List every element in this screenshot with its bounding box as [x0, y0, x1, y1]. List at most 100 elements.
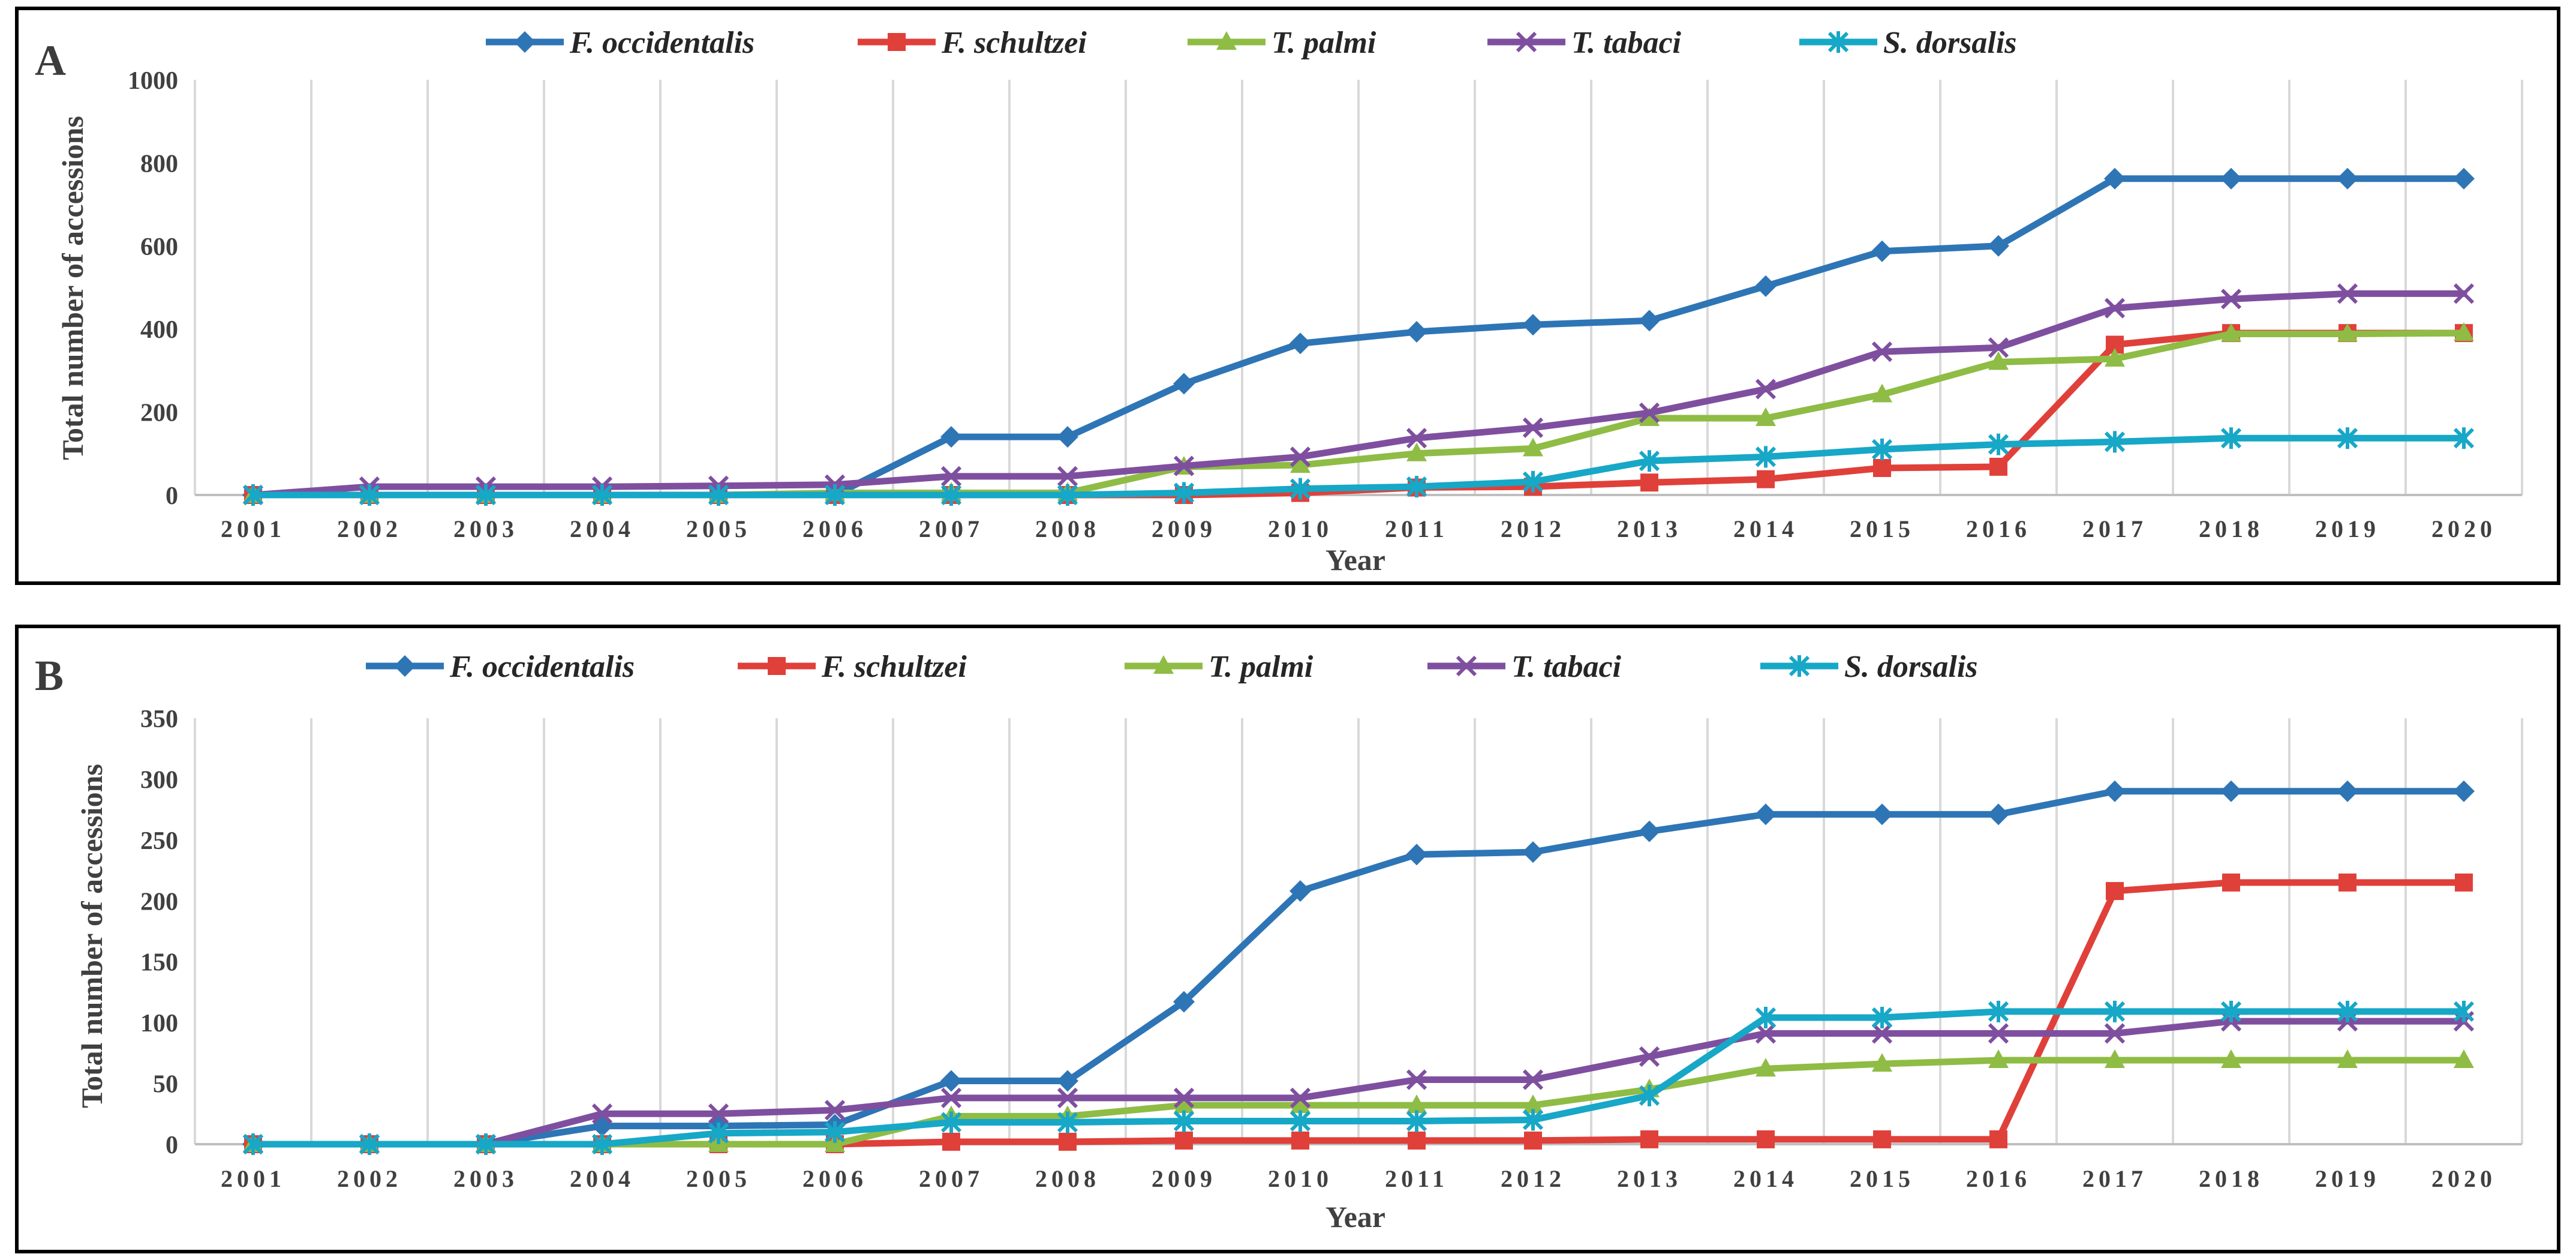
panel-b-letter: B	[35, 652, 64, 700]
panel-a-x-tick-label: 2017	[2082, 515, 2147, 542]
panel-a-point-f-occidentalis	[1522, 314, 1544, 336]
panel-b-point-t-tabaci	[1639, 1046, 1660, 1067]
panel-a-x-tick-label: 2007	[919, 515, 984, 542]
panel-a-point-t-tabaci	[2220, 289, 2242, 310]
panel-a-point-t-palmi	[2221, 323, 2241, 342]
panel-a-point-t-palmi	[1523, 437, 1543, 457]
panel-b-series-line-t-tabaci	[250, 1018, 2467, 1148]
panel-b-point-s-dorsalis	[1639, 1084, 1660, 1106]
panel-b-point-s-dorsalis	[2220, 1000, 2242, 1022]
panel-a-point-s-dorsalis	[1871, 438, 1893, 460]
panel-a-x-tick-label: 2012	[1501, 515, 1565, 542]
panel-b-point-t-palmi	[1988, 1049, 2009, 1069]
panel-b-point-f-schultzei	[1873, 1130, 1891, 1148]
panel-a-point-f-occidentalis	[1755, 275, 1777, 297]
panel-a-x-tick-label: 2005	[686, 515, 751, 542]
panel-b-plot: 0 50 100 150 200 250 300 350 2001 2002 2003 2004 200…	[140, 706, 2523, 1192]
panel-a-point-s-dorsalis	[1173, 482, 1195, 504]
panel-b-point-f-occidentalis	[1057, 1070, 1078, 1092]
panel-b-point-s-dorsalis	[2337, 1000, 2358, 1022]
panel-a-point-s-dorsalis	[475, 484, 497, 506]
panel-b-point-f-schultzei	[2455, 873, 2473, 892]
panel-a-legend-marker-f-occidentalis	[514, 31, 536, 53]
panel-b-point-t-tabaci	[824, 1100, 846, 1121]
panel-a-point-s-dorsalis	[1057, 484, 1078, 506]
panel-b-y-axis-title: Total number of accessions	[75, 764, 109, 1108]
panel-b-x-tick-label: 2016	[1966, 1165, 2031, 1192]
panel-a: A 0 200 400 600 800 1000 2001 2002 2003 2004 2005 2…	[15, 7, 2560, 585]
panel-a-point-t-tabaci	[2453, 283, 2475, 304]
panel-b-y-tick-label: 50	[153, 1071, 178, 1099]
panel-a-point-t-tabaci	[1755, 379, 1777, 400]
panel-b-x-tick-label: 2005	[686, 1165, 751, 1192]
panel-b-x-tick-label: 2018	[2199, 1165, 2264, 1192]
panel-a-point-s-dorsalis	[1522, 470, 1544, 493]
panel-a-point-s-dorsalis	[1639, 450, 1660, 472]
panel-a-legend-marker-f-schultzei	[888, 33, 906, 51]
panel-b-series-line-f-occidentalis	[250, 788, 2467, 1148]
panel-b-point-t-tabaci	[2104, 1023, 2126, 1044]
panel-a-point-t-palmi	[2337, 323, 2358, 342]
panel-a-point-t-palmi	[1406, 442, 1427, 461]
panel-a-point-f-occidentalis	[1639, 310, 1660, 332]
panel-a-point-t-tabaci	[1173, 455, 1195, 476]
panel-b-y-tick-label: 200	[140, 888, 178, 916]
panel-b-point-t-tabaci	[1988, 1023, 2009, 1044]
panel-a-x-tick-label: 2018	[2199, 515, 2264, 542]
panel-a-point-f-occidentalis	[2220, 167, 2242, 190]
panel-a-legend-marker-t-tabaci	[1516, 31, 1537, 53]
panel-b-point-f-occidentalis	[2220, 780, 2242, 802]
panel-a-point-t-tabaci	[1871, 341, 1893, 362]
panel-b-x-tick-label: 2019	[2315, 1165, 2380, 1192]
panel-a-point-f-occidentalis	[1871, 240, 1893, 262]
panel-b-point-f-schultzei	[1059, 1132, 1077, 1151]
panel-a-x-tick-label: 2014	[1733, 515, 1798, 542]
panel-b-point-f-occidentalis	[1289, 880, 1311, 902]
panel-a-x-tick-label: 2004	[570, 515, 635, 542]
panel-b-point-t-palmi	[2105, 1049, 2125, 1069]
panel-a-legend-label-t-tabaci: T. tabaci	[1571, 26, 1682, 60]
panel-a-y-tick-label: 200	[140, 400, 178, 427]
panel-a-x-tick-label: 2008	[1035, 515, 1100, 542]
panel-b-point-s-dorsalis	[940, 1111, 962, 1133]
panel-b-point-t-tabaci	[1522, 1069, 1544, 1090]
panel-a-series-line-t-tabaci	[250, 290, 2467, 499]
panel-a-x-tick-label: 2019	[2315, 515, 2380, 542]
panel-b-point-f-schultzei	[2338, 873, 2356, 892]
panel-a-y-tick-label: 600	[140, 233, 178, 261]
panel-a-x-tick-label: 2020	[2431, 515, 2496, 542]
panel-b-point-t-tabaci	[1406, 1069, 1427, 1090]
panel-b-point-t-palmi	[1872, 1053, 1892, 1072]
panel-b-x-axis-title: Year	[1325, 1200, 1385, 1234]
panel-a-legend-label-s-dorsalis: S. dorsalis	[1883, 26, 2017, 60]
panel-b-legend-label-t-palmi: T. palmi	[1209, 650, 1313, 684]
panel-a-legend-marker-t-palmi	[1216, 31, 1237, 50]
panel-a-point-t-tabaci	[1406, 428, 1427, 449]
panel-a-plot: 0 200 400 600 800 1000 2001 2002 2003 2004 2005 200…	[128, 67, 2523, 542]
panel-a-point-s-dorsalis	[824, 484, 846, 506]
panel-b-point-s-dorsalis	[591, 1133, 613, 1155]
panel-b-point-t-tabaci	[591, 1103, 613, 1124]
panel-b-y-tick-label: 150	[140, 949, 178, 977]
panel-a-point-f-schultzei	[1640, 473, 1658, 492]
panel-a-point-t-palmi	[1756, 407, 1776, 426]
panel-a-point-f-occidentalis	[2453, 167, 2475, 190]
panel-b-legend-label-f-occidentalis: F. occidentalis	[449, 650, 635, 684]
panel-a-point-f-occidentalis	[940, 426, 962, 448]
panel-b-point-s-dorsalis	[1406, 1110, 1427, 1132]
panel-b-point-f-schultzei	[2106, 882, 2124, 901]
panel-b-x-tick-label: 2010	[1268, 1165, 1333, 1192]
panel-b-point-t-palmi	[1406, 1094, 1427, 1114]
panel-a-x-tick-label: 2002	[337, 515, 402, 542]
panel-b-legend-label-f-schultzei: F. schultzei	[821, 650, 967, 684]
panel-b-point-f-schultzei	[1291, 1131, 1309, 1150]
panel-b-point-t-tabaci	[1871, 1023, 1893, 1044]
panel-a-point-s-dorsalis	[2104, 431, 2126, 453]
panel-b-point-f-occidentalis	[2453, 780, 2475, 802]
panel-a-frame	[15, 7, 2560, 585]
panel-a-x-tick-label: 2001	[221, 515, 285, 542]
panel-b-point-t-tabaci	[1057, 1087, 1078, 1109]
panel-b-point-t-palmi	[1290, 1094, 1310, 1114]
panel-b-point-t-palmi	[1523, 1094, 1543, 1114]
panel-a-point-f-occidentalis	[1289, 332, 1311, 355]
